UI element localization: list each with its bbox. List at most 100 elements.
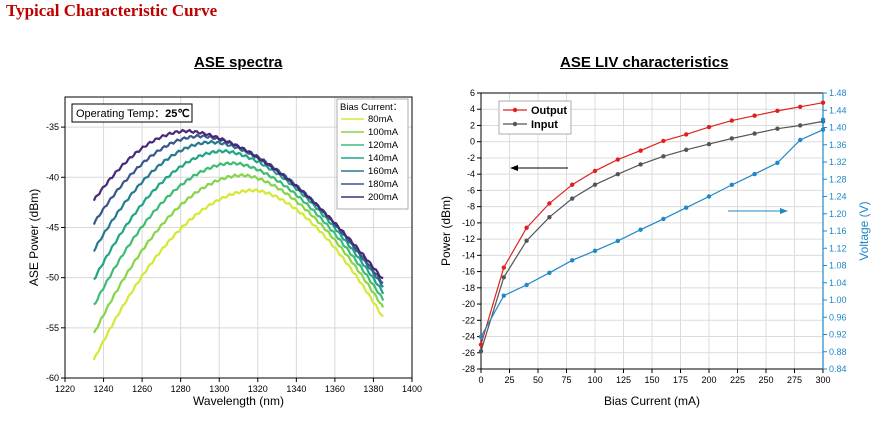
liv-point-voltage [706,194,712,199]
liv-y2-tick-label: 1.40 [829,123,847,133]
spectra-x-tick-label: 1260 [132,384,152,394]
liv-point-Input [592,182,598,187]
liv-point-Output [661,138,666,144]
liv-point-voltage [592,248,598,254]
liv-y-tick-label: -12 [462,234,475,244]
liv-point-Input [798,123,803,128]
liv-legend: Output Input [498,100,572,135]
spectra-x-tick-label: 1400 [402,384,422,394]
liv-point-Output [706,124,712,130]
liv-y-tick-label: -2 [467,153,475,163]
liv-point-Output [615,157,620,162]
liv-point-Output [524,225,529,230]
spectra-legend-box [336,98,409,210]
liv-y-tick-label: -14 [462,250,475,260]
liv-y-tick-label: -4 [467,169,475,179]
spectra-y-tick-label: -55 [46,323,59,333]
spectra-y-tick-label: -45 [46,222,59,232]
spectra-legend-item-160mA: 160mA [368,166,399,177]
liv-y2-tick-label: 0.92 [829,330,847,340]
spectrum-line-100mA [92,173,385,334]
spectrum-line-120mA [93,161,385,306]
spectra-legend: Bias Current：80mA 100mA 120mA 140mA 160mA 180… [336,98,409,210]
liv-legend-item-Output: Output [531,105,567,117]
liv-y-tick-label: 2 [470,120,475,130]
liv-series-line-Output [480,102,824,345]
liv-point-Input [752,131,757,136]
liv-y-tick-label: -20 [462,299,475,309]
liv-x-tick-label: 75 [561,375,571,385]
liv-y2-tick-label: 1.00 [829,295,847,305]
operating-temp-text: Operating Temp：25℃ [76,108,190,120]
liv-point-Input [638,162,643,167]
liv-point-voltage [547,270,552,276]
spectra-plot-frame [64,96,413,379]
liv-y2-tick-label: 0.88 [829,347,847,357]
liv-y-tick-label: -28 [462,364,475,374]
spectrum-line-140mA [93,148,385,295]
liv-x-tick-label: 275 [787,375,802,385]
liv-x-tick-label: 50 [533,375,543,385]
liv-point-Input [501,275,506,280]
liv-point-voltage [478,334,484,339]
liv-y2-axis-label: Voltage (V) [857,201,871,260]
liv-point-Output [775,108,780,114]
liv-point-voltage [684,205,689,210]
liv-y-tick-label: -18 [462,283,475,293]
liv-point-Output [570,182,575,187]
spectrum-line-80mA [92,187,384,361]
liv-point-Input [570,196,575,201]
liv-y2-tick-label: 1.16 [829,226,847,236]
liv-y2-tick-label: 1.08 [829,261,847,271]
liv-x-tick-label: 0 [478,375,483,385]
liv-series-line-Input [480,120,824,352]
liv-point-Input [775,126,780,131]
spectra-legend-item-80mA: 80mA [368,114,393,125]
spectra-x-tick-label: 1340 [286,384,306,394]
liv-x-tick-label: 250 [758,375,773,385]
liv-point-Input [684,147,689,153]
liv-point-voltage [501,293,506,298]
left-axis-arrow-head [510,165,518,171]
spectra-y-tick-label: -60 [46,373,59,383]
liv-y2-tick-label: 0.96 [829,312,847,322]
liv-chart-title: ASE LIV characteristics [560,54,729,71]
liv-point-Output [638,148,643,153]
liv-y2-tick-label: 1.36 [829,140,847,150]
spectra-y-axis-label: ASE Power (dBm) [27,189,41,286]
liv-y2-tick-label: 0.84 [829,364,847,374]
liv-y2-tick-label: 1.28 [829,174,847,184]
liv-y-tick-label: -16 [462,267,475,277]
liv-point-Input [706,141,712,147]
liv-point-voltage [661,216,666,222]
liv-point-Output [729,118,734,123]
spectra-y-tick-label: -35 [46,122,59,132]
liv-y-tick-label: -8 [467,202,475,212]
liv-x-tick-label: 25 [504,375,514,385]
liv-point-voltage [729,182,734,188]
liv-point-Output [798,104,803,110]
spectra-x-tick-label: 1380 [363,384,383,394]
liv-x-tick-label: 200 [701,375,716,385]
liv-point-voltage [820,117,826,122]
liv-point-Output [684,132,689,137]
liv-x-tick-label: 150 [644,375,659,385]
liv-point-voltage [752,171,757,177]
liv-point-voltage [524,282,529,288]
liv-y-tick-label: -10 [462,218,475,228]
liv-point-voltage [615,238,620,244]
liv-x-tick-label: 175 [673,375,688,385]
spectra-x-tick-label: 1280 [171,384,191,394]
liv-y2-tick-label: 1.44 [829,105,847,115]
spectra-chart-title: ASE spectra [194,54,283,71]
operating-temp-annotation: Operating Temp：25℃ [71,103,193,123]
liv-x-tick-label: 300 [815,375,830,385]
liv-point-Input [478,348,484,354]
liv-y-tick-label: -6 [467,185,475,195]
operating-temp-box [71,103,193,123]
spectra-x-tick-label: 1240 [94,384,114,394]
liv-y2-tick-label: 1.04 [829,278,847,288]
liv-y-tick-label: -26 [462,348,475,358]
